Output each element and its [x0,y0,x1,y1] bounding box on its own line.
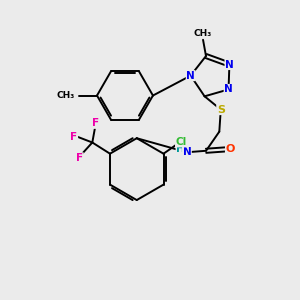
Text: N: N [225,59,234,70]
Text: F: F [70,132,78,142]
Text: O: O [226,144,235,154]
Text: CH₃: CH₃ [194,29,212,38]
Text: Cl: Cl [176,137,187,147]
Text: F: F [76,153,83,163]
Text: H: H [176,144,185,154]
Text: N: N [224,84,233,94]
Text: N: N [186,70,195,81]
Text: N: N [182,147,191,157]
Text: F: F [92,118,99,128]
Text: S: S [217,105,225,115]
Text: CH₃: CH₃ [57,91,75,100]
